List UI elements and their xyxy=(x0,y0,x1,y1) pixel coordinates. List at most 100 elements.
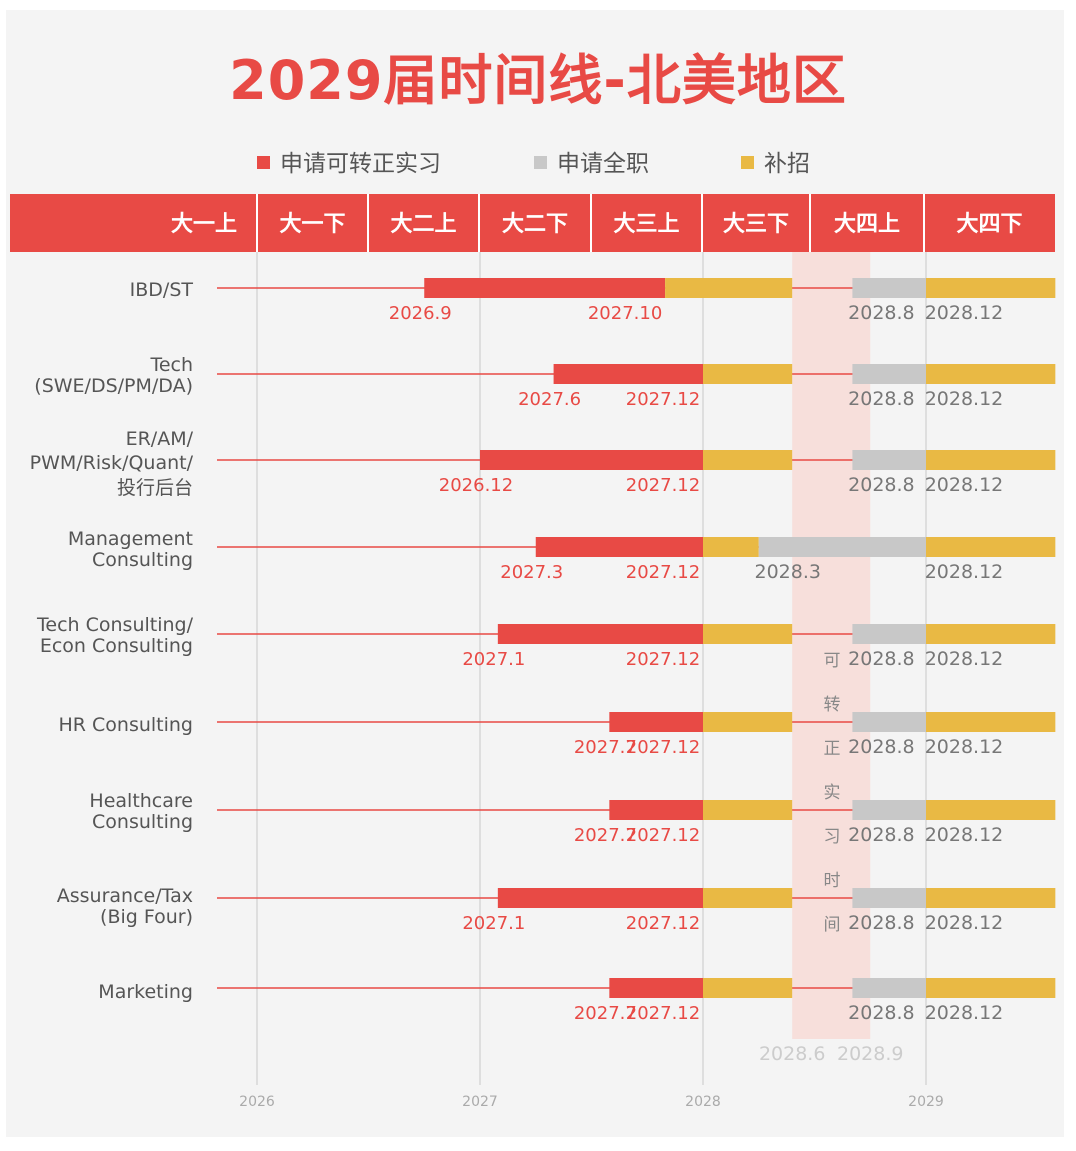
bar-supplement xyxy=(926,450,1056,470)
bar-supplement xyxy=(703,800,793,820)
date-label-intern-end: 2027.12 xyxy=(626,737,700,758)
period-header-label: 大一上 xyxy=(171,212,237,237)
bar-supplement xyxy=(926,364,1056,384)
date-label-intern-end: 2027.12 xyxy=(626,649,700,670)
period-header-label: 大三下 xyxy=(723,212,789,237)
bar-fulltime xyxy=(852,800,926,820)
conversion-window-label-char: 转 xyxy=(824,695,841,715)
bar-fulltime xyxy=(852,364,926,384)
bar-fulltime xyxy=(852,278,926,298)
row-label: Econ Consulting xyxy=(40,635,193,657)
date-label-fulltime: 2028.3 xyxy=(755,561,821,583)
date-label-intern-start: 2027.3 xyxy=(500,562,563,583)
date-label-fulltime: 2028.8 xyxy=(848,1002,914,1024)
row-label: (Big Four) xyxy=(100,906,193,928)
bar-intern xyxy=(609,712,703,732)
conversion-window-label-char: 可 xyxy=(824,651,841,671)
bar-supplement xyxy=(926,624,1056,644)
row-label: Management xyxy=(68,528,193,550)
row-label: Consulting xyxy=(92,811,193,833)
period-header-bar xyxy=(10,194,1055,252)
legend-item-intern: 申请可转正实习 xyxy=(257,150,441,178)
date-label-supplement: 2028.12 xyxy=(925,302,1004,324)
period-header-label: 大三上 xyxy=(613,212,679,237)
legend-item-fulltime: 申请全职 xyxy=(534,150,649,178)
date-label-intern-start: 2026.12 xyxy=(439,475,513,496)
conversion-window-label-char: 正 xyxy=(824,739,841,759)
legend-item-supplement: 补招 xyxy=(741,150,810,178)
date-label-fulltime: 2028.8 xyxy=(848,648,914,670)
date-label-supplement: 2028.12 xyxy=(925,561,1004,583)
legend-label-intern: 申请可转正实习 xyxy=(280,151,441,177)
row-label: PWM/Risk/Quant/ xyxy=(30,452,194,474)
bar-supplement xyxy=(703,450,793,470)
date-label-fulltime: 2028.8 xyxy=(848,474,914,496)
row-label: ER/AM/ xyxy=(126,428,194,450)
bar-intern xyxy=(480,450,703,470)
date-label-fulltime: 2028.8 xyxy=(848,302,914,324)
date-label-intern-start: 2027.7 xyxy=(574,825,637,846)
date-label-fulltime: 2028.8 xyxy=(848,824,914,846)
bar-supplement xyxy=(926,888,1056,908)
conversion-window-end-label: 2028.9 xyxy=(837,1043,903,1065)
bar-supplement xyxy=(703,624,793,644)
row-label: Tech Consulting/ xyxy=(36,614,194,636)
bar-intern xyxy=(553,364,703,384)
bar-fulltime xyxy=(758,537,926,557)
bar-supplement xyxy=(926,978,1056,998)
bar-intern xyxy=(424,278,666,298)
x-tick-label: 2026 xyxy=(239,1094,275,1110)
date-label-intern-start: 2027.7 xyxy=(574,737,637,758)
bar-supplement xyxy=(665,278,793,298)
date-label-supplement: 2028.12 xyxy=(925,1002,1004,1024)
bar-supplement xyxy=(703,888,793,908)
date-label-intern-end: 2027.12 xyxy=(626,389,700,410)
row-label: 投行后台 xyxy=(117,477,193,499)
date-label-intern-end: 2027.12 xyxy=(626,825,700,846)
date-label-intern-end: 2027.10 xyxy=(588,303,662,324)
period-header-label: 大二下 xyxy=(502,212,568,237)
date-label-intern-start: 2027.1 xyxy=(462,649,525,670)
chart-title: 2029届时间线-北美地区 xyxy=(229,49,847,112)
bar-intern xyxy=(609,978,703,998)
bar-intern xyxy=(497,888,703,908)
date-label-intern-end: 2027.12 xyxy=(626,913,700,934)
date-label-supplement: 2028.12 xyxy=(925,824,1004,846)
date-label-supplement: 2028.12 xyxy=(925,912,1004,934)
date-label-fulltime: 2028.8 xyxy=(848,912,914,934)
conversion-window-label-char: 间 xyxy=(824,915,841,935)
conversion-window-label-char: 时 xyxy=(824,871,841,891)
bar-supplement xyxy=(703,978,793,998)
date-label-intern-start: 2027.1 xyxy=(462,913,525,934)
date-label-supplement: 2028.12 xyxy=(925,474,1004,496)
legend-swatch-intern xyxy=(257,156,270,169)
date-label-intern-end: 2027.12 xyxy=(626,475,700,496)
bar-supplement xyxy=(926,537,1056,557)
period-header-label: 大四上 xyxy=(834,212,900,237)
bar-fulltime xyxy=(852,450,926,470)
date-label-supplement: 2028.12 xyxy=(925,388,1004,410)
row-label: Consulting xyxy=(92,549,193,571)
bar-intern xyxy=(497,624,703,644)
bar-supplement xyxy=(926,800,1056,820)
x-tick-label: 2027 xyxy=(462,1094,498,1110)
legend-label-supplement: 补招 xyxy=(764,151,810,177)
period-header-label: 大二上 xyxy=(390,212,456,237)
legend-swatch-supplement xyxy=(741,156,754,169)
period-header-label: 大一下 xyxy=(279,212,345,237)
x-tick-label: 2029 xyxy=(908,1094,944,1110)
bar-fulltime xyxy=(852,624,926,644)
row-label: HR Consulting xyxy=(58,714,193,736)
date-label-fulltime: 2028.8 xyxy=(848,388,914,410)
date-label-intern-start: 2026.9 xyxy=(389,303,452,324)
bar-intern xyxy=(609,800,703,820)
row-label: (SWE/DS/PM/DA) xyxy=(34,375,193,397)
row-label: IBD/ST xyxy=(130,279,194,301)
bar-supplement xyxy=(703,364,793,384)
date-label-supplement: 2028.12 xyxy=(925,736,1004,758)
legend-swatch-fulltime xyxy=(534,156,547,169)
bar-fulltime xyxy=(852,712,926,732)
date-label-supplement: 2028.12 xyxy=(925,648,1004,670)
bar-supplement xyxy=(926,278,1056,298)
bar-fulltime xyxy=(852,888,926,908)
